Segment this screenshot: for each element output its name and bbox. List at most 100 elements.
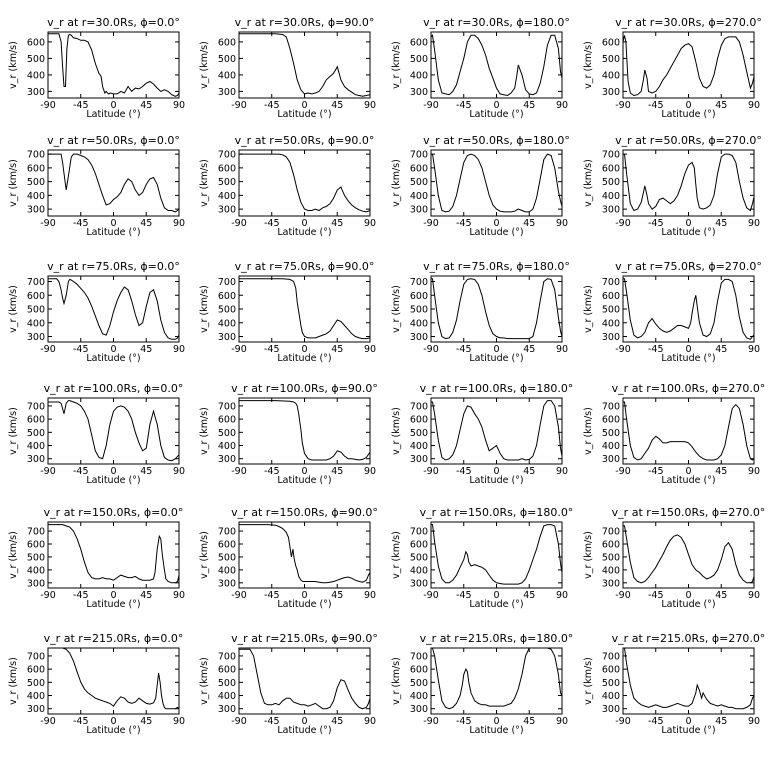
x-axis-label: Latitude (°) [277,227,331,238]
series-line [623,278,754,340]
y-tick-label: 500 [602,428,620,439]
x-axis-label: Latitude (°) [469,109,523,120]
y-tick-label: 500 [27,177,45,188]
y-tick-label: 300 [410,454,428,465]
plot-frame [47,647,180,715]
y-axis-label: v_r (km/s) [8,41,19,89]
x-tick-label: 90 [556,590,568,601]
y-tick-label: 500 [602,552,620,563]
y-tick-label: 300 [27,454,45,465]
x-axis-label: Latitude (°) [661,109,715,120]
panel-title: v_r at r=75.0Rs, ϕ=0.0° [47,260,180,273]
x-tick-label: -90 [423,590,439,601]
x-tick-label: -45 [73,100,89,111]
x-tick-label: 90 [173,218,185,229]
x-tick-label: -45 [456,218,472,229]
series-line [239,33,370,97]
y-tick-label: 600 [602,540,620,551]
panel-title: v_r at r=75.0Rs, ϕ=180.0° [423,260,570,273]
y-tick-label: 600 [602,37,620,48]
x-tick-label: -90 [231,100,247,111]
plot-frame [622,31,755,99]
y-tick-label: 400 [218,691,236,702]
x-axis-label: Latitude (°) [661,599,715,610]
y-tick-label: 300 [218,87,236,98]
panel-22: v_r at r=215.0Rs, ϕ=90.0° 300 400 500 600 700… [199,632,378,736]
y-tick-label: 400 [602,191,620,202]
x-tick-label: -45 [456,466,472,477]
x-axis-label: Latitude (°) [469,599,523,610]
x-axis-label: Latitude (°) [86,227,140,238]
x-tick-label: 45 [140,344,152,355]
panel-23: v_r at r=215.0Rs, ϕ=180.0° 300 400 500 600 70… [391,632,573,736]
y-tick-label: 600 [410,540,428,551]
y-tick-label: 500 [218,305,236,316]
y-tick-label: 600 [27,665,45,676]
series-line [48,153,179,213]
series-line [431,648,562,710]
panel-title: v_r at r=215.0Rs, ϕ=0.0° [44,632,184,645]
panel-8: v_r at r=50.0Rs, ϕ=270.0° 300 400 500 600 700… [583,134,762,238]
x-tick-label: -45 [648,590,664,601]
x-tick-label: -45 [456,716,472,727]
x-axis-label: Latitude (°) [277,353,331,364]
y-tick-label: 400 [218,565,236,576]
y-axis-label: v_r (km/s) [8,407,19,455]
x-tick-label: 45 [523,218,535,229]
x-tick-label: -90 [615,100,631,111]
y-tick-label: 300 [602,578,620,589]
x-tick-label: 0 [110,344,116,355]
x-tick-label: -45 [264,590,280,601]
x-tick-label: 45 [715,100,727,111]
x-tick-label: -45 [73,466,89,477]
x-axis-label: Latitude (°) [469,353,523,364]
x-tick-label: -45 [73,344,89,355]
y-tick-label: 600 [27,291,45,302]
panel-title: v_r at r=30.0Rs, ϕ=270.0° [615,16,762,29]
panel-15: v_r at r=100.0Rs, ϕ=180.0° 300 400 500 600 70… [391,382,573,486]
x-tick-label: 90 [748,100,760,111]
y-axis-label: v_r (km/s) [199,41,210,89]
x-tick-label: 45 [331,344,343,355]
series-line [623,525,754,584]
panel-title: v_r at r=100.0Rs, ϕ=270.0° [612,382,766,395]
panel-title: v_r at r=150.0Rs, ϕ=270.0° [612,506,766,519]
y-tick-label: 300 [602,87,620,98]
y-tick-label: 500 [410,552,428,563]
panel-21: v_r at r=215.0Rs, ϕ=0.0° 300 400 500 600 700 -… [8,632,185,736]
panel-6: v_r at r=50.0Rs, ϕ=90.0° 300 400 500 600 700 -… [199,134,376,238]
x-tick-label: 0 [110,466,116,477]
panel-title: v_r at r=215.0Rs, ϕ=270.0° [612,632,766,645]
y-tick-label: 700 [218,401,236,412]
panel-9: v_r at r=75.0Rs, ϕ=0.0° 300 400 500 600 700 -9… [8,260,185,364]
y-tick-label: 400 [410,318,428,329]
series-line [48,648,179,710]
panel-title: v_r at r=100.0Rs, ϕ=180.0° [420,382,574,395]
x-tick-label: -45 [264,466,280,477]
y-tick-label: 700 [410,277,428,288]
series-line [48,400,179,462]
x-tick-label: 45 [523,100,535,111]
y-tick-label: 700 [602,651,620,662]
panel-title: v_r at r=75.0Rs, ϕ=90.0° [235,260,375,273]
y-tick-label: 300 [602,332,620,343]
y-tick-label: 500 [27,552,45,563]
y-tick-label: 500 [410,428,428,439]
y-tick-label: 300 [27,704,45,715]
series-line [623,35,754,97]
y-tick-label: 400 [602,691,620,702]
panel-title: v_r at r=75.0Rs, ϕ=270.0° [615,260,762,273]
y-axis-label: v_r (km/s) [391,657,402,705]
panel-title: v_r at r=30.0Rs, ϕ=0.0° [47,16,180,29]
y-tick-label: 600 [602,415,620,426]
y-tick-label: 500 [218,552,236,563]
x-tick-label: 90 [364,466,376,477]
y-tick-label: 700 [602,277,620,288]
y-tick-label: 300 [218,454,236,465]
plot-frame [430,647,563,715]
y-tick-label: 400 [410,441,428,452]
panel-title: v_r at r=215.0Rs, ϕ=90.0° [231,632,378,645]
y-tick-label: 600 [410,163,428,174]
x-tick-label: 0 [301,218,307,229]
